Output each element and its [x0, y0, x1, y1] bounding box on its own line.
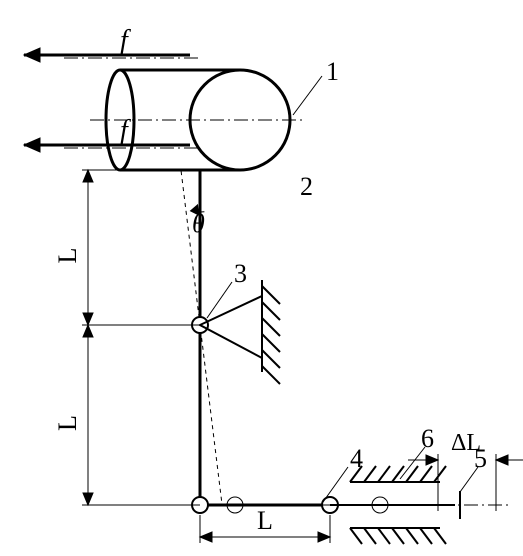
svg-text:ΔL: ΔL — [451, 430, 481, 456]
svg-text:L: L — [53, 248, 82, 264]
svg-text:f: f — [120, 115, 131, 146]
svg-text:θ: θ — [192, 209, 205, 238]
svg-text:1: 1 — [326, 57, 339, 86]
svg-text:L: L — [257, 506, 273, 535]
svg-text:3: 3 — [234, 259, 247, 288]
svg-text:L: L — [53, 415, 82, 431]
svg-text:f: f — [120, 25, 131, 56]
svg-text:2: 2 — [300, 172, 313, 201]
svg-text:6: 6 — [421, 424, 434, 453]
